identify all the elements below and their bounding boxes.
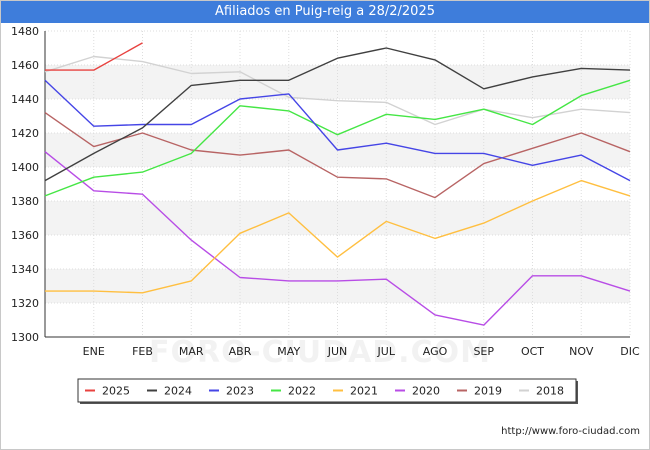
chart-title: Afiliados en Puig-reig a 28/2/2025 (1, 1, 649, 23)
series-line-2024 (44, 47, 631, 182)
grid-lines (45, 30, 631, 338)
legend-label-2023: 2023 (226, 385, 254, 398)
x-tick-label: DIC (620, 345, 640, 358)
y-tick-label: 1320 (11, 297, 39, 310)
series-line-2019 (44, 112, 631, 199)
y-tick-label: 1340 (11, 263, 39, 276)
series-line-2025 (45, 42, 143, 71)
plot-band (45, 31, 630, 65)
y-tick-label: 1480 (11, 25, 39, 38)
y-tick-label: 1300 (11, 331, 39, 344)
x-tick-label: ABR (229, 345, 252, 358)
x-tick-label: ENE (83, 345, 105, 358)
legend-box (77, 378, 577, 403)
watermark: FORO-CIUDAD.COM (149, 335, 491, 370)
x-tick-label: MAR (179, 345, 204, 358)
legend-label-2025: 2025 (102, 385, 130, 398)
series-line-2018 (44, 55, 631, 126)
y-tick-label: 1400 (11, 161, 39, 174)
legend-label-2021: 2021 (350, 385, 378, 398)
y-tick-label: 1460 (11, 59, 39, 72)
legend-label-2019: 2019 (474, 385, 502, 398)
series-lines (44, 42, 631, 326)
legend-label-2022: 2022 (288, 385, 316, 398)
legend-label-2020: 2020 (412, 385, 440, 398)
x-tick-label: AGO (423, 345, 448, 358)
y-tick-label: 1360 (11, 229, 39, 242)
x-tick-label: JUL (377, 345, 396, 358)
x-tick-label: JUN (327, 345, 348, 358)
source-url[interactable]: http://www.foro-ciudad.com (501, 426, 640, 437)
legend: 2025 2024 2023 2022 2021 2020 2019 2018 (77, 378, 578, 404)
series-line-2022 (44, 79, 631, 197)
x-tick-label: MAY (277, 345, 300, 358)
series-line-2020 (44, 151, 631, 326)
legend-label-2018: 2018 (536, 385, 564, 398)
plot-band (45, 235, 630, 269)
axes (44, 31, 630, 338)
x-tick-label: NOV (569, 345, 594, 358)
x-tick-label: OCT (521, 345, 544, 358)
y-tick-label: 1440 (11, 93, 39, 106)
series-line-2023 (44, 79, 631, 182)
y-tick-label: 1420 (11, 127, 39, 140)
legend-label-2024: 2024 (164, 385, 192, 398)
x-tick-label: FEB (132, 345, 153, 358)
series-line-2021 (45, 179, 631, 294)
y-tick-labels: 1300 1320 1340 1360 1380 1400 1420 1440 1460 1480 (11, 25, 39, 344)
x-tick-labels: ENE FEB MAR ABR MAY JUN JUL AGO SEP OCT NOV DIC (83, 345, 640, 358)
y-tick-label: 1380 (11, 195, 39, 208)
x-tick-label: SEP (473, 345, 494, 358)
